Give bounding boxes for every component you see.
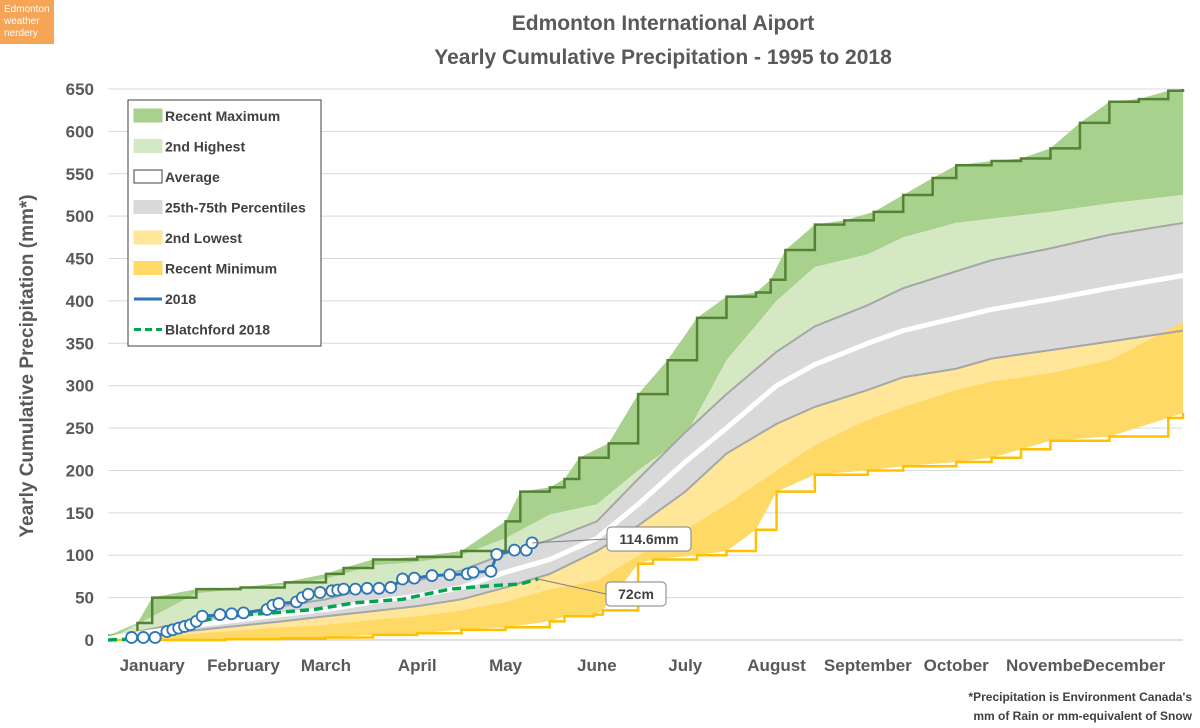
- y-tick-label: 350: [66, 334, 94, 353]
- y-tick-label: 250: [66, 419, 94, 438]
- x-tick-label: February: [207, 656, 280, 675]
- band-2nd-highest: [108, 194, 1183, 640]
- series-2018-point: [484, 564, 498, 578]
- series-2018-point: [384, 581, 398, 594]
- series-2018-point: [195, 609, 209, 623]
- legend-box: [127, 99, 322, 347]
- legend-label: 2nd Lowest: [165, 230, 242, 246]
- series-2018-point: [466, 565, 480, 579]
- legend-label: Recent Minimum: [165, 261, 277, 277]
- y-tick-label: 600: [66, 122, 94, 141]
- legend-label: Average: [165, 169, 220, 185]
- callouts: 114.6mm 72cm: [532, 526, 692, 607]
- recent-maximum-line: [108, 89, 1185, 638]
- y-tick-label: 550: [66, 165, 94, 184]
- chart-title: Edmonton International Aiport: [512, 12, 815, 35]
- x-tick-label: November: [1006, 656, 1090, 675]
- legend-label: Blatchford 2018: [165, 322, 270, 338]
- series-2018-point: [237, 606, 250, 620]
- footnote-line-2: mm of Rain or mm-equivalent of Snow: [973, 709, 1192, 723]
- legend-swatch: [133, 108, 163, 123]
- legend-label: Recent Maximum: [165, 108, 280, 124]
- y-tick-label: 150: [66, 504, 94, 523]
- y-tick-label: 400: [66, 292, 94, 311]
- callout-box: [606, 526, 692, 552]
- recent-minimum-line: [108, 412, 1185, 642]
- series-2018-point: [225, 607, 239, 621]
- callout-box: [605, 581, 667, 607]
- y-axis-label: Yearly Cumulative Precipitation (mm*): [17, 194, 38, 537]
- legend-swatch: [133, 200, 163, 214]
- band-2nd-lowest: [108, 322, 1183, 640]
- legend-label: 2018: [165, 291, 196, 307]
- blog-badge: Edmonton weather nerdery: [0, 0, 54, 44]
- p75-line: [107, 221, 1184, 639]
- x-tick-label: October: [924, 656, 990, 675]
- x-tick-labels: January February March April May June July Augu…: [120, 656, 1166, 675]
- x-tick-label: January: [120, 656, 186, 675]
- badge-line: weather: [4, 16, 40, 27]
- x-tick-label: June: [577, 656, 617, 675]
- callout-leader: [537, 578, 607, 595]
- x-tick-label: August: [747, 656, 806, 675]
- y-tick-labels: 0 50 100 150 200 250 300 350 400 450 500 550 600 650: [66, 80, 94, 650]
- series-2018-point: [360, 581, 374, 595]
- legend-swatch: [133, 139, 163, 153]
- legend: Recent Maximum 2nd Highest Average 25th-75t…: [127, 99, 322, 347]
- series-2018-point: [443, 568, 457, 582]
- legend-label: 2nd Highest: [165, 139, 245, 155]
- y-tick-label: 0: [85, 631, 94, 650]
- band-recent-maximum: [108, 89, 1183, 640]
- y-tick-label: 100: [66, 546, 94, 565]
- series-2018-point: [148, 631, 162, 644]
- series-2018-point: [337, 582, 351, 596]
- x-tick-label: April: [398, 656, 437, 675]
- callout-label: 72cm: [618, 586, 654, 602]
- x-tick-label: July: [668, 656, 703, 675]
- y-tick-label: 450: [66, 250, 94, 269]
- y-tick-label: 50: [75, 589, 94, 608]
- series-2018-point: [272, 597, 286, 610]
- series-2018-point: [348, 582, 362, 596]
- series-2018-point: [425, 569, 439, 582]
- series-2018-point: [313, 586, 327, 599]
- y-tick-label: 300: [66, 377, 94, 396]
- series-2018-point: [213, 608, 227, 621]
- footnote-line-1: *Precipitation is Environment Canada's: [968, 690, 1192, 704]
- series-group: [107, 89, 1185, 644]
- blatchford-2018-line: [107, 577, 539, 642]
- series-2018-point: [396, 572, 409, 586]
- legend-label: 25th-75th Percentiles: [165, 200, 306, 216]
- average-line: [107, 273, 1184, 641]
- series-2018-point: [490, 547, 504, 561]
- series-2018-point: [407, 571, 421, 585]
- x-tick-label: September: [824, 656, 912, 675]
- p25-line: [107, 329, 1184, 641]
- series-2018-point: [125, 631, 138, 644]
- series-2018-point: [508, 543, 521, 557]
- chart-subtitle: Yearly Cumulative Precipitation - 1995 t…: [434, 46, 892, 69]
- y-tick-label: 200: [66, 461, 94, 480]
- y-tick-label: 500: [66, 207, 94, 226]
- legend-swatch: [133, 230, 163, 245]
- callout-leader: [532, 538, 608, 544]
- series-2018-point: [136, 631, 150, 644]
- callout-label: 114.6mm: [619, 531, 678, 547]
- series-2018-point: [301, 587, 315, 601]
- x-tick-label: May: [489, 656, 523, 675]
- x-tick-label: March: [301, 656, 351, 675]
- legend-swatch: [133, 169, 163, 184]
- legend-swatch: [133, 261, 163, 275]
- y-tick-label: 650: [66, 80, 94, 99]
- badge-line: nerdery: [4, 28, 38, 39]
- series-2018-point: [372, 581, 386, 595]
- x-tick-label: December: [1083, 656, 1166, 675]
- badge-line: Edmonton: [4, 4, 50, 15]
